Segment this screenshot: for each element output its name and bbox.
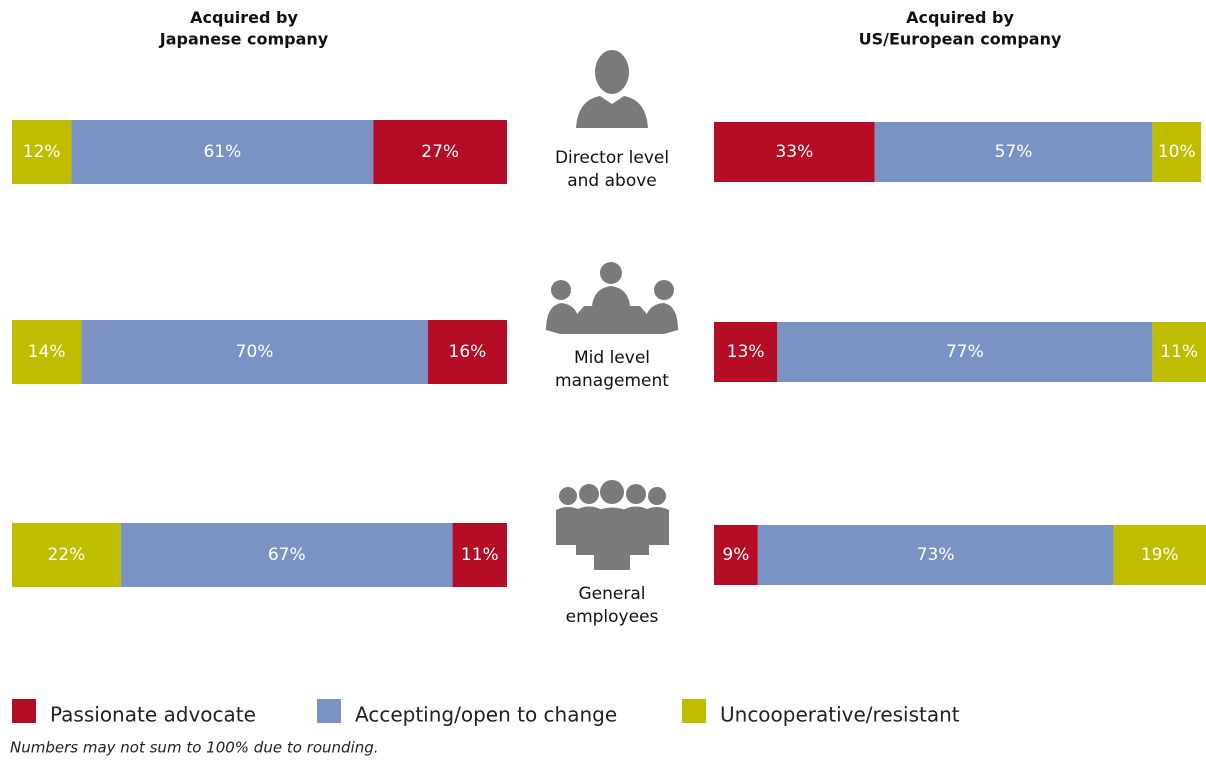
legend-swatch	[317, 699, 341, 723]
meeting-icon	[546, 262, 678, 334]
bar-segment	[714, 322, 778, 382]
bar-segment	[1113, 525, 1206, 585]
chart-title: Acquired by Japanese company	[159, 8, 329, 49]
bar-segment	[757, 525, 1114, 585]
bar-segment	[714, 122, 875, 182]
value-label: 9%	[722, 545, 749, 565]
bar-segment	[1152, 122, 1202, 182]
bar-segment	[373, 120, 507, 184]
legend-label: Passionate advocate	[50, 703, 256, 727]
chart-title: Acquired by US/European company	[859, 8, 1062, 49]
category-label: Director level and above	[555, 148, 669, 191]
value-label: 67%	[268, 545, 306, 565]
category-label: General employees	[566, 584, 659, 627]
bar-segment	[12, 523, 121, 587]
bar-segment	[714, 525, 758, 585]
value-label: 57%	[995, 142, 1033, 162]
value-label: 13%	[727, 342, 765, 362]
bar-segment	[874, 122, 1153, 182]
value-label: 61%	[203, 142, 241, 162]
value-label: 16%	[449, 342, 487, 362]
bar-segment	[12, 320, 82, 384]
value-label: 77%	[946, 342, 984, 362]
bar-segment	[12, 120, 72, 184]
value-label: 22%	[48, 545, 86, 565]
bar-segment	[120, 523, 453, 587]
legend-swatch	[682, 699, 706, 723]
value-label: 11%	[461, 545, 499, 565]
value-label: 27%	[421, 142, 459, 162]
category-label: Mid level management	[555, 348, 669, 391]
value-label: 10%	[1158, 142, 1196, 162]
director-icon	[576, 50, 648, 128]
value-label: 19%	[1141, 545, 1179, 565]
value-label: 14%	[28, 342, 66, 362]
bar-segment	[71, 120, 374, 184]
value-label: 73%	[917, 545, 955, 565]
bar-segment	[452, 523, 507, 587]
bar-segment	[427, 320, 507, 384]
legend-swatch	[12, 699, 36, 723]
bar-segment	[777, 322, 1153, 382]
legend-label: Accepting/open to change	[355, 703, 617, 727]
legend-label: Uncooperative/resistant	[720, 703, 960, 727]
value-label: 12%	[23, 142, 61, 162]
value-label: 11%	[1160, 342, 1198, 362]
bar-segment	[1152, 322, 1206, 382]
value-label: 33%	[775, 142, 813, 162]
employees-icon	[556, 480, 669, 570]
bar-segment	[81, 320, 428, 384]
footnote: Numbers may not sum to 100% due to round…	[10, 739, 379, 757]
value-label: 70%	[236, 342, 274, 362]
